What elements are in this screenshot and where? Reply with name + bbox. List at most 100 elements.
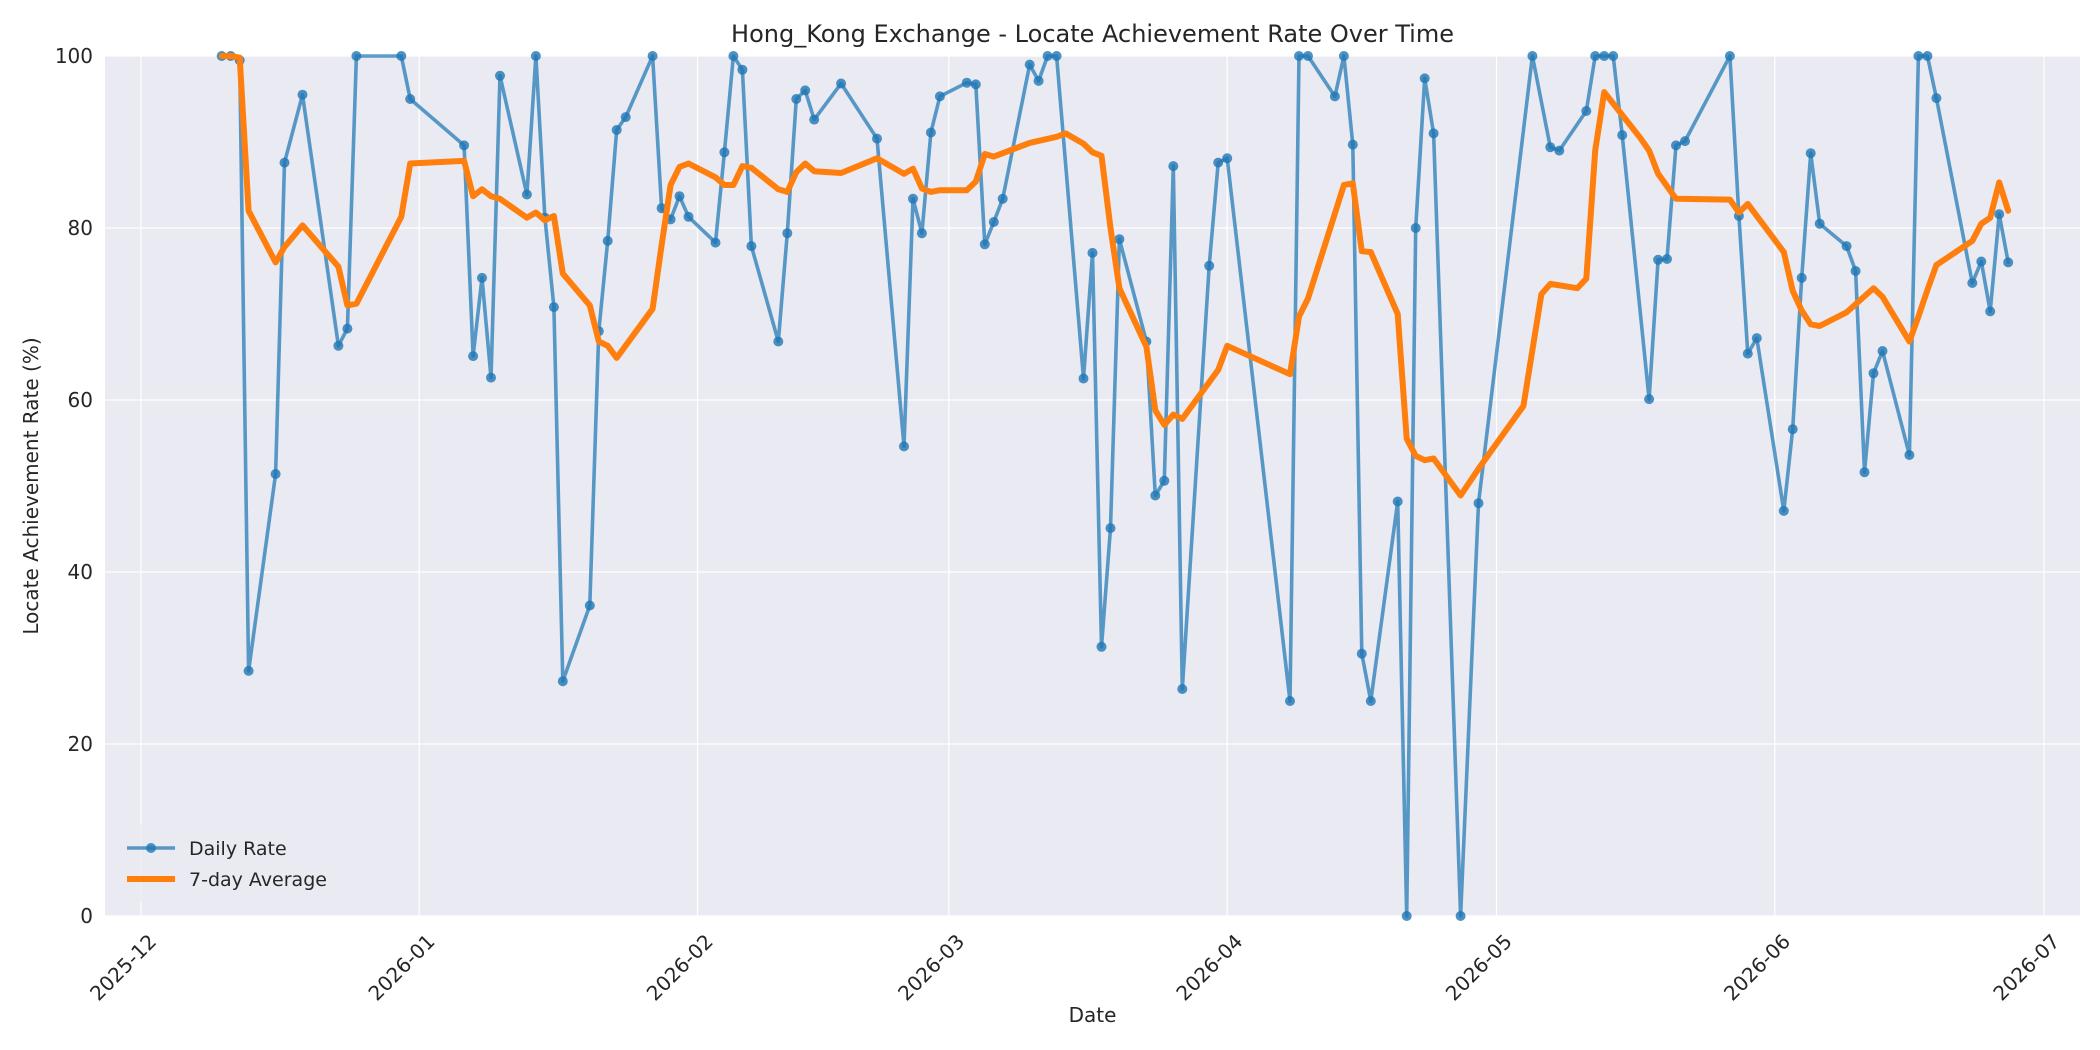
data-point — [899, 441, 909, 452]
y-tick-label: 40 — [68, 560, 93, 584]
chart-title: Hong_Kong Exchange - Locate Achievement … — [731, 20, 1454, 48]
data-point — [1796, 272, 1807, 283]
data-point — [1805, 148, 1816, 159]
data-point — [1599, 51, 1610, 61]
data-point — [1554, 145, 1565, 156]
data-point — [1410, 223, 1421, 233]
data-point — [396, 51, 407, 61]
data-point — [1545, 142, 1556, 153]
data-point — [1742, 348, 1753, 359]
x-axis-label: Date — [1069, 1003, 1117, 1027]
data-point — [1859, 467, 1870, 478]
data-point — [1419, 73, 1430, 84]
data-point — [1527, 51, 1538, 61]
data-point — [351, 51, 362, 61]
data-point — [1294, 51, 1304, 61]
data-point — [1680, 136, 1690, 147]
data-point — [1105, 523, 1116, 534]
data-point — [1967, 278, 1978, 288]
data-point — [674, 191, 685, 202]
data-point — [1024, 59, 1035, 70]
data-point — [1868, 368, 1879, 379]
data-point — [719, 147, 730, 158]
data-point — [1814, 218, 1825, 229]
data-point — [872, 133, 882, 144]
legend-label: Daily Rate — [189, 838, 287, 860]
data-point — [1392, 496, 1403, 507]
series-line — [218, 53, 2012, 499]
data-point — [243, 665, 254, 676]
data-point — [683, 211, 694, 222]
data-point — [1581, 106, 1592, 116]
legend-box — [117, 824, 347, 902]
data-point — [1473, 498, 1484, 509]
grid — [105, 55, 2080, 917]
data-point — [333, 340, 344, 351]
y-tick-label: 100 — [55, 44, 93, 68]
data-point — [746, 241, 757, 252]
data-point — [1177, 684, 1188, 694]
data-point — [836, 78, 847, 89]
data-point — [548, 302, 559, 313]
data-point — [782, 228, 793, 239]
data-point — [647, 51, 658, 61]
data-point — [1841, 241, 1852, 252]
data-point — [1778, 505, 1789, 516]
data-point — [405, 94, 416, 104]
data-point — [1365, 696, 1376, 706]
data-point — [908, 193, 918, 204]
data-point — [1653, 254, 1664, 265]
data-point — [279, 157, 290, 168]
data-point — [728, 51, 739, 61]
data-point — [1617, 130, 1628, 141]
data-point — [611, 125, 622, 135]
series-line — [219, 54, 2010, 918]
data-point — [1204, 260, 1215, 271]
data-point — [1051, 51, 1062, 61]
data-point — [270, 469, 281, 479]
data-point — [961, 77, 972, 88]
data-point — [1285, 696, 1295, 706]
data-point — [997, 193, 1008, 204]
data-point — [1590, 51, 1601, 61]
data-point — [800, 85, 811, 96]
data-point — [1347, 139, 1358, 150]
data-point — [1114, 234, 1125, 245]
data-point — [477, 272, 487, 283]
data-point — [970, 79, 981, 90]
legend: Daily Rate 7-day Average — [117, 824, 347, 902]
data-point — [1222, 153, 1233, 164]
data-point — [1985, 306, 1996, 317]
data-point — [925, 127, 936, 138]
data-point — [773, 336, 784, 347]
y-axis-ticks: 0 20 40 60 80 100 — [55, 44, 93, 928]
data-point — [1401, 911, 1412, 921]
data-point — [1994, 209, 2005, 220]
data-point — [1356, 648, 1367, 659]
y-tick-label: 0 — [80, 904, 93, 928]
data-point — [1168, 161, 1179, 172]
data-point — [1150, 490, 1161, 501]
data-point — [459, 140, 470, 151]
data-point — [1303, 51, 1313, 61]
legend-label: 7-day Average — [189, 869, 327, 891]
data-point — [342, 323, 353, 334]
series-layer — [216, 51, 2014, 921]
data-point — [1904, 450, 1915, 460]
data-point — [1877, 346, 1888, 356]
data-point — [1976, 256, 1987, 267]
data-point — [979, 239, 990, 250]
data-point — [1159, 475, 1170, 486]
y-tick-label: 60 — [68, 388, 93, 412]
y-axis-label: Locate Achievement Rate (%) — [19, 337, 43, 634]
data-point — [530, 51, 541, 61]
data-point — [791, 94, 802, 104]
data-point — [1078, 373, 1089, 384]
data-point — [1644, 394, 1655, 405]
data-point — [1608, 51, 1619, 61]
data-point — [988, 217, 999, 227]
data-point — [495, 70, 505, 81]
data-point — [1428, 128, 1439, 139]
data-point — [521, 189, 532, 200]
data-point — [1087, 247, 1098, 258]
